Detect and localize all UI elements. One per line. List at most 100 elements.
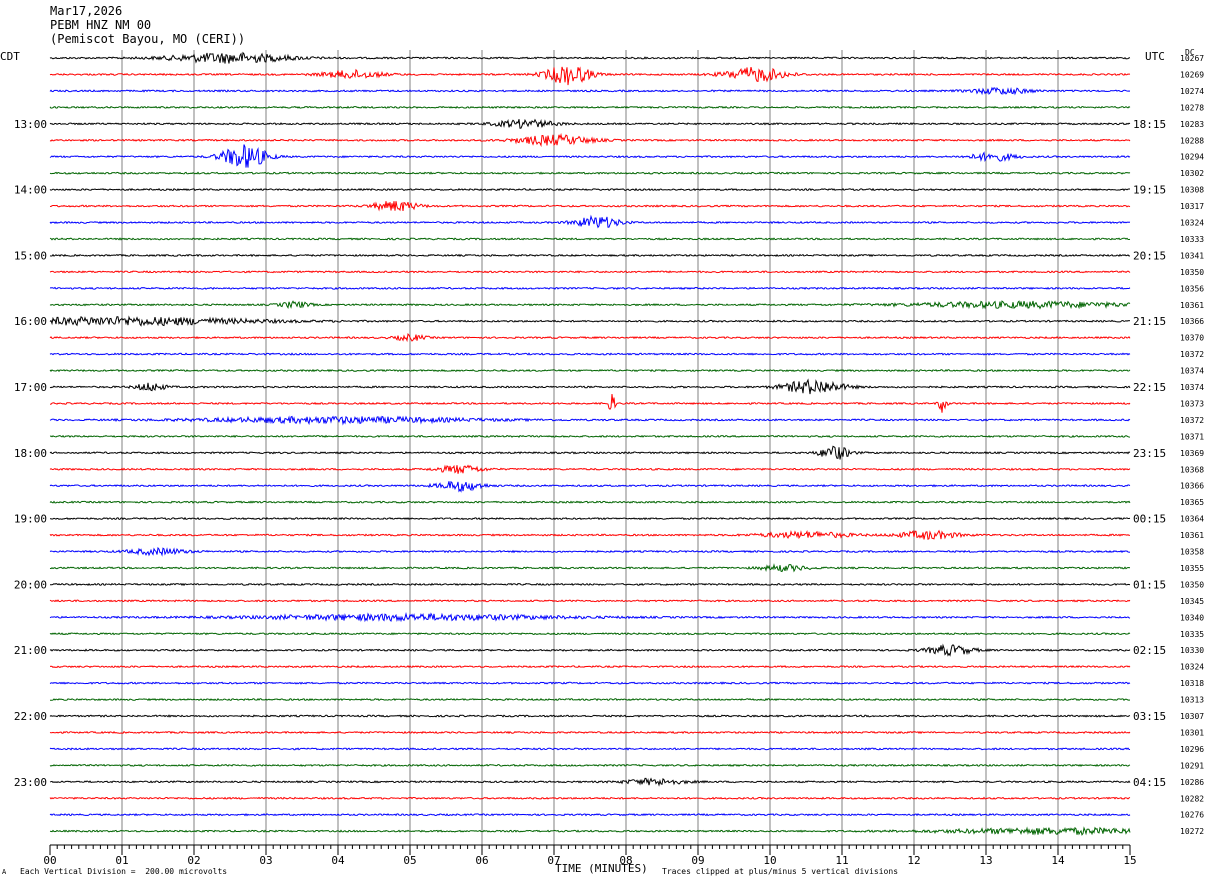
dc-offset-label: 10276 (1180, 811, 1204, 820)
trace-line (49, 697, 1131, 702)
dc-offset-label: 10296 (1180, 745, 1204, 754)
trace-line (49, 214, 1131, 229)
right-hour-label: 18:15 (1133, 118, 1166, 131)
right-timezone-label: UTC (1145, 50, 1165, 63)
trace-line (49, 643, 1131, 657)
trace-line (49, 777, 1131, 787)
grid (121, 50, 1059, 845)
station-label: PEBM HNZ NM 00 (50, 18, 152, 32)
dc-offset-label: 10302 (1180, 169, 1204, 178)
dc-offset-label: 10282 (1180, 794, 1204, 803)
right-hour-label: 02:15 (1133, 644, 1166, 657)
scale-note-text: Each Vertical Division = 200.00 microvol… (20, 867, 228, 876)
trace-line (49, 332, 1131, 343)
trace-line (49, 253, 1131, 258)
x-tick-label: 04 (331, 854, 345, 867)
scale-note: A Each Vertical Division = 200.00 microvo… (2, 867, 228, 876)
plot-header: Mar17,2026 PEBM HNZ NM 00 (Pemiscot Bayou,… (50, 4, 245, 46)
x-tick-label: 09 (691, 854, 704, 867)
x-tick-label: 08 (619, 854, 632, 867)
trace-line (49, 315, 1131, 327)
trace-line (49, 681, 1131, 685)
trace-line (50, 516, 1131, 521)
trace-line (49, 632, 1131, 636)
right-hour-label: 23:15 (1133, 447, 1166, 460)
left-hour-label: 21:00 (14, 644, 47, 657)
x-tick-label: 05 (403, 854, 416, 867)
dc-offset-label: 10361 (1180, 531, 1204, 540)
left-hour-labels: 13:00 14:00 15:00 16:00 17:00 18:00 19:00 20:00… (14, 118, 47, 789)
trace-line (49, 563, 1131, 573)
left-hour-label: 22:00 (14, 710, 47, 723)
x-tick-label: 00 (43, 854, 56, 867)
trace-line (49, 352, 1131, 356)
trace-line (49, 118, 1131, 129)
dc-offset-label: 10341 (1180, 251, 1204, 260)
dc-offset-label: 10366 (1180, 317, 1204, 326)
trace-line (49, 171, 1131, 175)
dc-offset-label: 10356 (1180, 284, 1204, 293)
dc-offset-label: 10308 (1180, 186, 1204, 195)
left-hour-label: 13:00 (14, 118, 47, 131)
trace-line (49, 730, 1131, 735)
trace-line (49, 582, 1131, 587)
trace-line (49, 714, 1131, 718)
x-tick-label: 15 (1123, 854, 1136, 867)
trace-line (49, 612, 1131, 623)
dc-offset-label: 10361 (1180, 301, 1204, 310)
trace-line (49, 480, 1131, 493)
trace-line (49, 826, 1131, 836)
dc-offset-label: 10358 (1180, 548, 1204, 557)
trace-line (49, 500, 1131, 504)
left-hour-label: 17:00 (14, 381, 47, 394)
trace-line (49, 187, 1130, 192)
trace-line (49, 86, 1131, 96)
dc-offset-label: 10313 (1180, 696, 1204, 705)
dc-offset-label: 10340 (1180, 613, 1204, 622)
trace-line (49, 763, 1131, 767)
trace-line (49, 434, 1131, 438)
x-tick-label: 07 (547, 854, 560, 867)
dc-offset-label: 10370 (1180, 334, 1204, 343)
trace-line (49, 393, 1131, 413)
dc-offset-label: 10350 (1180, 268, 1204, 277)
x-tick-label: 03 (259, 854, 272, 867)
trace-line (49, 464, 1131, 474)
x-tick-label: 12 (907, 854, 920, 867)
trace-line (49, 664, 1131, 669)
seismic-traces (49, 51, 1131, 836)
dc-offset-label: 10333 (1180, 235, 1204, 244)
dc-offset-label: 10355 (1180, 564, 1204, 573)
location-label: (Pemiscot Bayou, MO (CERI)) (50, 32, 246, 46)
scale-mark: A (2, 868, 7, 876)
dc-offset-label: 10317 (1180, 202, 1204, 211)
right-hour-label: 19:15 (1133, 184, 1166, 197)
dc-offset-label: 10307 (1180, 712, 1204, 721)
dc-offset-label: 10291 (1180, 761, 1204, 770)
dc-column-label: DC (1185, 48, 1195, 57)
dc-offset-label: 10324 (1180, 219, 1204, 228)
trace-line (49, 270, 1131, 274)
x-tick-label: 10 (763, 854, 776, 867)
dc-offset-label: 10288 (1180, 136, 1204, 145)
trace-line (49, 51, 1131, 64)
dc-offset-label: 10366 (1180, 482, 1204, 491)
trace-line (49, 378, 1131, 395)
x-axis: 00 01 02 03 04 05 06 07 08 09 10 11 12 13 14 15 (43, 844, 1137, 867)
left-hour-label: 18:00 (14, 447, 47, 460)
right-hour-label: 21:15 (1133, 315, 1166, 328)
dc-offset-label: 10272 (1180, 827, 1204, 836)
dc-offset-label: 10374 (1180, 367, 1204, 376)
trace-line (49, 812, 1131, 817)
dc-offset-label: 10345 (1180, 597, 1204, 606)
trace-line (49, 368, 1131, 373)
x-tick-label: 01 (115, 854, 128, 867)
trace-line (49, 201, 1131, 212)
left-hour-label: 16:00 (14, 315, 47, 328)
trace-line (49, 286, 1131, 290)
dc-offset-label: 10278 (1180, 103, 1204, 112)
right-hour-label: 00:15 (1133, 513, 1166, 526)
trace-line (49, 66, 1131, 86)
x-tick-label: 06 (475, 854, 488, 867)
trace-line (49, 237, 1131, 241)
